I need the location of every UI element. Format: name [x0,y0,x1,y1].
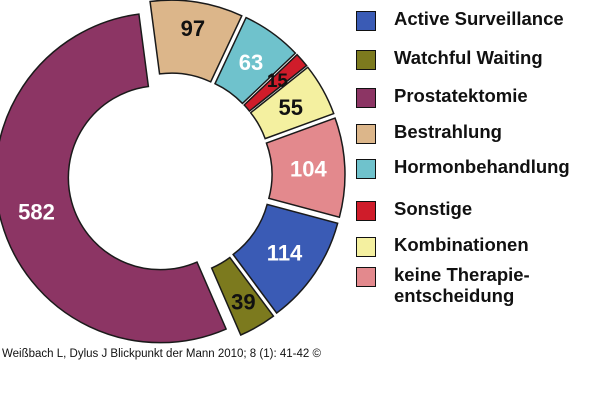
legend-item-1: Active Surveillance [356,8,564,31]
data-label-2: 39 [231,289,255,314]
pie-slice-2 [210,256,275,336]
pie-slice-5 [214,16,297,105]
legend-item-7: Kombinationen [356,234,529,257]
legend-label-1: Active Surveillance [394,8,564,29]
citation: Weißbach L, Dylus J Blickpunkt der Mann … [2,348,321,360]
legend-label-3: Prostatektomie [394,85,528,106]
legend-swatch-1 [356,11,376,31]
data-label-5: 63 [239,50,263,75]
pie-slice-8 [265,117,346,219]
data-label-8: 104 [290,156,327,181]
legend-label-6: Sonstige [394,198,473,219]
legend-swatch-6 [356,201,376,221]
legend-item-4: Bestrahlung [356,121,502,144]
legend-item-2: Watchful Waiting [356,47,543,70]
pie-slice-4 [149,0,243,83]
legend-item-6: Sonstige [356,198,472,221]
data-label-3: 582 [18,199,55,224]
pie-slice-6 [243,53,308,113]
pie-slice-1 [232,203,339,315]
legend-swatch-7 [356,237,376,257]
legend-label-4: Bestrahlung [394,121,502,142]
legend-swatch-2 [356,50,376,70]
legend-item-8: keine Therapie- entscheidung [356,264,530,306]
legend-item-3: Prostatektomie [356,85,528,108]
data-label-1: 114 [267,240,303,265]
legend-swatch-5 [356,159,376,179]
legend-swatch-8 [356,267,376,287]
legend-label-8: keine Therapie- entscheidung [394,264,530,306]
pie-slice-7 [249,66,335,140]
data-label-4: 97 [181,16,205,41]
legend-swatch-4 [356,124,376,144]
pie-slice-3 [0,13,228,344]
legend-item-5: Hormonbehandlung [356,156,570,179]
legend-label-5: Hormonbehandlung [394,156,570,177]
legend-label-7: Kombinationen [394,234,529,255]
legend-swatch-3 [356,88,376,108]
data-label-7: 55 [279,95,303,120]
legend-label-2: Watchful Waiting [394,47,543,68]
